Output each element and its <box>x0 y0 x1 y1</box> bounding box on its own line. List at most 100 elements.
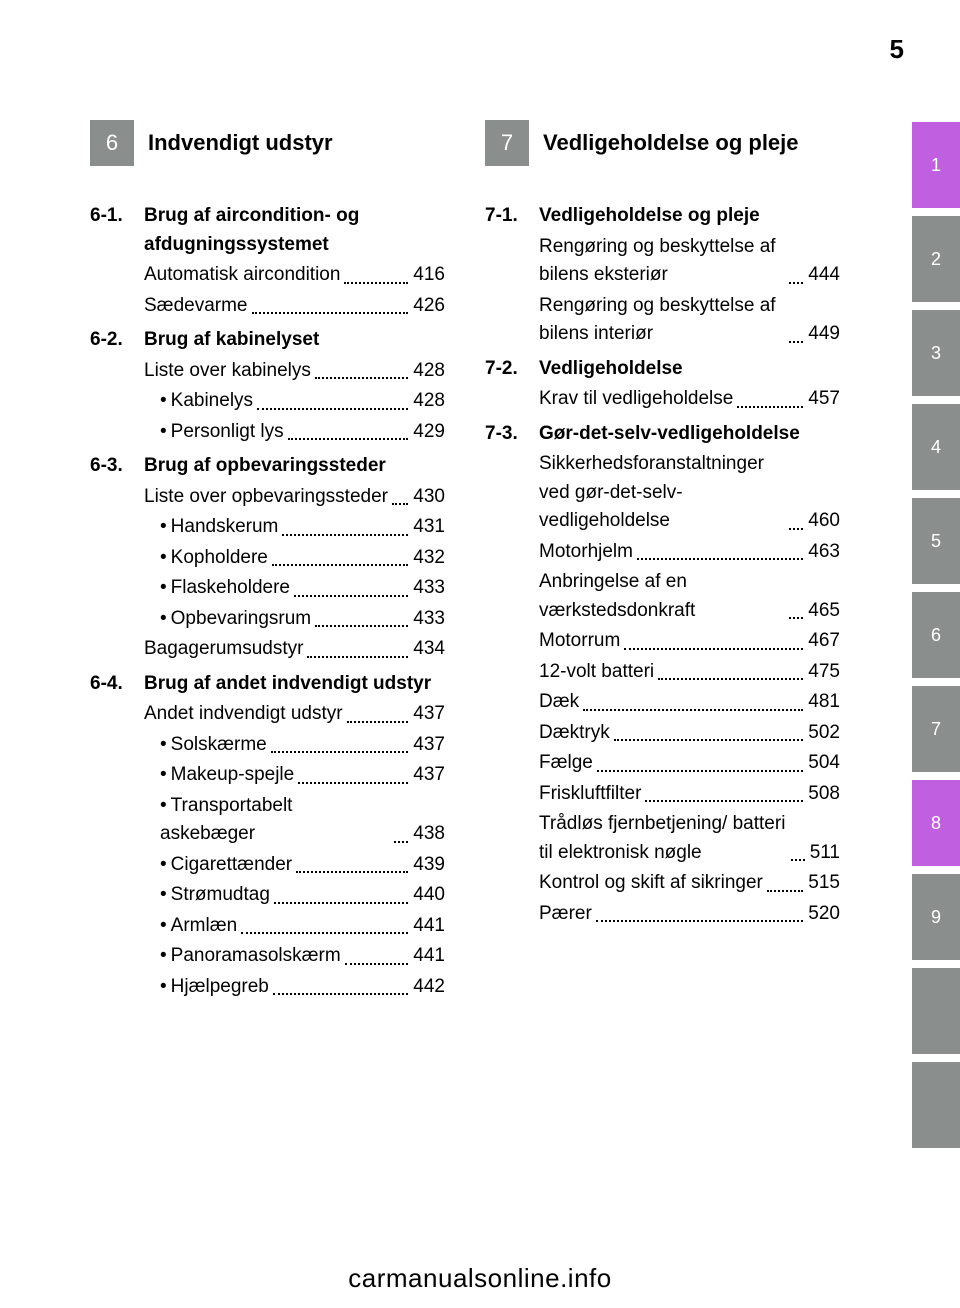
leader-dots <box>344 282 408 284</box>
section-title: Brug af andet indvendigt udstyr <box>144 670 445 699</box>
entry-label: Automatisk aircondition <box>144 261 340 290</box>
leader-dots <box>315 625 408 627</box>
entry-page: 430 <box>413 483 445 512</box>
toc-entry: •Solskærme437 <box>90 731 445 760</box>
entry-label: •Opbevaringsrum <box>160 605 311 634</box>
entry-label: Andet indvendigt udstyr <box>144 700 343 729</box>
bullet-icon: • <box>160 854 167 875</box>
leader-dots <box>257 408 408 410</box>
toc-entry: Dæktryk502 <box>485 719 840 748</box>
leader-dots <box>637 558 803 560</box>
entry-label: •Kabinelys <box>160 387 253 416</box>
leader-dots <box>294 595 408 597</box>
side-tab[interactable] <box>912 1062 960 1148</box>
side-tab[interactable]: 1 <box>912 122 960 208</box>
entry-label: •Hjælpegreb <box>160 973 269 1002</box>
toc-entry: •Cigarettænder439 <box>90 851 445 880</box>
toc-entry: •Opbevaringsrum 433 <box>90 605 445 634</box>
leader-dots <box>645 800 803 802</box>
section-heading: 7-2.Vedligeholdelse <box>485 355 840 384</box>
section-title: Brug af opbevaringssteder <box>144 452 445 481</box>
bullet-icon: • <box>160 390 167 411</box>
entry-page: 437 <box>413 761 445 790</box>
entry-label: •Strømudtag <box>160 881 270 910</box>
toc-entry: Krav til vedligeholdelse457 <box>485 385 840 414</box>
entry-label: •Armlæn <box>160 912 237 941</box>
leader-dots <box>271 751 409 753</box>
section-heading: 6-3.Brug af opbevaringssteder <box>90 452 445 481</box>
entry-label: Friskluftfilter <box>539 780 641 809</box>
entry-label: •Personligt lys <box>160 418 284 447</box>
toc-section: 7-3.Gør-det-selv-vedligeholdelseSikkerhe… <box>485 420 840 929</box>
side-tab[interactable]: 8 <box>912 780 960 866</box>
entry-page: 434 <box>413 635 445 664</box>
bullet-icon: • <box>160 915 167 936</box>
toc-entry: •Kopholdere 432 <box>90 544 445 573</box>
side-tab[interactable]: 5 <box>912 498 960 584</box>
entry-page: 457 <box>808 385 840 414</box>
toc-entry: Liste over kabinelys428 <box>90 357 445 386</box>
entry-label: Rengøring og beskyttelse af bilens inter… <box>539 292 785 349</box>
section-heading: 6-1.Brug af aircondition- og afdugningss… <box>90 202 445 259</box>
toc-section: 6-3.Brug af opbevaringsstederListe over … <box>90 452 445 664</box>
left-chapter-title: Indvendigt udstyr <box>134 120 445 166</box>
side-tab[interactable]: 6 <box>912 592 960 678</box>
entry-page: 444 <box>808 261 840 290</box>
entry-page: 437 <box>413 700 445 729</box>
entry-page: 441 <box>413 942 445 971</box>
bullet-icon: • <box>160 945 167 966</box>
toc-entry: Automatisk aircondition416 <box>90 261 445 290</box>
section-heading: 6-2.Brug af kabinelyset <box>90 326 445 355</box>
leader-dots <box>296 871 408 873</box>
toc-entry: 12-volt batteri475 <box>485 658 840 687</box>
side-tab[interactable]: 7 <box>912 686 960 772</box>
section-title: Gør-det-selv-vedligeholdelse <box>539 420 840 449</box>
leader-dots <box>315 377 408 379</box>
entry-page: 440 <box>413 881 445 910</box>
section-number: 7-3. <box>485 420 539 449</box>
leader-dots <box>624 648 803 650</box>
toc-entry: •Handskerum431 <box>90 513 445 542</box>
leader-dots <box>791 859 805 861</box>
entry-label: 12-volt batteri <box>539 658 654 687</box>
bullet-icon: • <box>160 734 167 755</box>
entry-label: •Solskærme <box>160 731 267 760</box>
toc-entry: Dæk481 <box>485 688 840 717</box>
right-chapter-title: Vedligeholdelse og pleje <box>529 120 840 166</box>
side-tab[interactable]: 4 <box>912 404 960 490</box>
leader-dots <box>347 721 409 723</box>
leader-dots <box>345 963 409 965</box>
toc-entry: Motorrum467 <box>485 627 840 656</box>
entry-label: •Flaskeholdere <box>160 574 290 603</box>
toc-entry: Andet indvendigt udstyr 437 <box>90 700 445 729</box>
entry-page: 432 <box>413 544 445 573</box>
toc-entry: Bagagerumsudstyr434 <box>90 635 445 664</box>
side-tab[interactable]: 3 <box>912 310 960 396</box>
entry-label: Liste over opbevaringssteder <box>144 483 388 512</box>
leader-dots <box>767 890 803 892</box>
section-number: 6-3. <box>90 452 144 481</box>
entry-page: 515 <box>808 869 840 898</box>
side-tab[interactable]: 2 <box>912 216 960 302</box>
leader-dots <box>392 503 408 505</box>
content-columns: 6Indvendigt udstyr6-1.Brug af airconditi… <box>90 120 840 1007</box>
entry-label: •Kopholdere <box>160 544 268 573</box>
toc-entry: Liste over opbevaringssteder 430 <box>90 483 445 512</box>
side-tabs: 123456789 <box>912 122 960 1156</box>
toc-entry: Sædevarme426 <box>90 292 445 321</box>
section-number: 6-2. <box>90 326 144 355</box>
bullet-icon: • <box>160 884 167 905</box>
side-tab[interactable] <box>912 968 960 1054</box>
entry-page: 433 <box>413 605 445 634</box>
leader-dots <box>394 841 408 843</box>
right-column: 7Vedligeholdelse og pleje7-1.Vedligehold… <box>485 120 840 1007</box>
entry-label: Sædevarme <box>144 292 248 321</box>
entry-page: 520 <box>808 900 840 929</box>
entry-label: •Transportabelt askebæger <box>160 792 390 849</box>
side-tab[interactable]: 9 <box>912 874 960 960</box>
entry-page: 438 <box>413 820 445 849</box>
toc-entry: •Flaskeholdere433 <box>90 574 445 603</box>
entry-page: 439 <box>413 851 445 880</box>
toc-section: 6-2.Brug af kabinelysetListe over kabine… <box>90 326 445 446</box>
toc-entry: Friskluftfilter508 <box>485 780 840 809</box>
